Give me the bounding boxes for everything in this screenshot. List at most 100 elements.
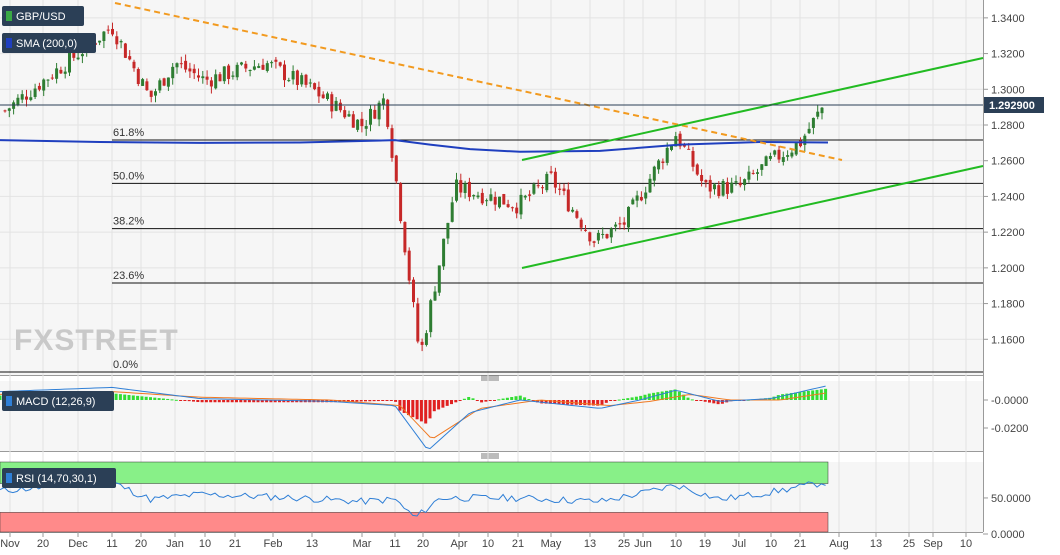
x-tick-label: Jul xyxy=(732,538,746,550)
sma-tag[interactable]: SMA (200,0) xyxy=(2,33,96,53)
macd-histogram-bar xyxy=(781,394,785,400)
candle-body xyxy=(579,219,583,228)
rsi-resize-handle[interactable] xyxy=(481,453,499,459)
x-tick-label: 19 xyxy=(699,538,711,550)
candle-body xyxy=(192,68,196,74)
macd-histogram-bar xyxy=(536,400,539,403)
candle-body xyxy=(734,181,738,183)
macd-histogram-bar xyxy=(144,396,148,400)
candle-body xyxy=(330,94,334,112)
candle-body xyxy=(794,143,798,155)
macd-histogram-bar xyxy=(372,400,376,402)
candle-body xyxy=(622,222,626,225)
candle-body xyxy=(25,96,28,100)
candle-body xyxy=(455,179,458,201)
rsi-y-tick-label: 0.0000 xyxy=(991,529,1025,541)
candle-body xyxy=(756,172,759,174)
macd-histogram-bar xyxy=(518,395,522,400)
candle-body xyxy=(261,64,265,70)
rsi-y-tick-label: 50.0000 xyxy=(991,493,1031,505)
candle-body xyxy=(704,180,708,183)
candle-body xyxy=(657,160,661,170)
macd-histogram-bar xyxy=(437,400,441,410)
candle-body xyxy=(98,40,102,43)
macd-histogram-bar xyxy=(527,399,531,401)
rsi-tag[interactable]: RSI (14,70,30,1) xyxy=(2,468,116,488)
macd-histogram-bar xyxy=(428,400,432,419)
candle-body xyxy=(351,114,355,128)
candle-body xyxy=(803,135,807,145)
candle-body xyxy=(205,76,209,80)
macd-histogram-bar xyxy=(600,400,604,405)
macd-histogram-bar xyxy=(802,391,806,400)
candle-body xyxy=(59,69,63,74)
candle-body xyxy=(781,157,785,162)
candle-body xyxy=(717,185,721,196)
symbol-tag[interactable]: GBP/USD xyxy=(2,6,84,26)
macd-histogram-bar xyxy=(669,390,673,400)
macd-histogram-bar xyxy=(149,397,152,400)
candle-body xyxy=(360,118,364,127)
candle-body xyxy=(652,166,656,181)
macd-histogram-bar xyxy=(824,388,828,400)
macd-histogram-bar xyxy=(703,400,707,402)
fib-level-label: 61.8% xyxy=(113,127,144,139)
candle-body xyxy=(123,43,127,58)
macd-histogram-bar xyxy=(579,400,582,405)
sma-label: SMA (200,0) xyxy=(16,38,77,50)
candle-body xyxy=(510,207,514,209)
macd-histogram-bar xyxy=(441,400,445,408)
rsi-color-swatch xyxy=(6,473,12,483)
candle-body xyxy=(265,63,269,71)
x-tick-label: 11 xyxy=(106,538,117,550)
macd-histogram-bar xyxy=(179,400,183,401)
candle-body xyxy=(644,192,648,199)
macd-histogram-bar xyxy=(230,400,234,403)
candle-body xyxy=(562,188,566,192)
macd-resize-handle[interactable] xyxy=(481,375,499,381)
candle-body xyxy=(459,180,463,193)
candle-body xyxy=(725,182,729,194)
candle-body xyxy=(166,77,170,87)
macd-histogram-bar xyxy=(467,396,471,400)
candle-body xyxy=(799,140,802,147)
candle-body xyxy=(287,80,291,82)
macd-histogram-bar xyxy=(613,400,617,401)
candle-body xyxy=(566,189,570,212)
last-price-value: 1.292900 xyxy=(989,100,1035,112)
rsi-plot xyxy=(0,480,826,517)
candle-body xyxy=(661,161,665,163)
macd-histogram-bar xyxy=(815,389,819,400)
candle-body xyxy=(16,97,20,105)
candle-body xyxy=(738,182,742,186)
y-tick-label: 1.2800 xyxy=(991,120,1025,132)
candle-body xyxy=(274,59,278,62)
candle-body xyxy=(403,222,407,253)
y-tick-label: 1.3000 xyxy=(991,84,1025,96)
candle-body xyxy=(631,199,635,205)
candle-body xyxy=(502,194,506,205)
rsi-line xyxy=(0,480,826,517)
macd-histogram-bar xyxy=(587,400,591,406)
macd-label: MACD (12,26,9) xyxy=(16,396,95,408)
macd-histogram-bar xyxy=(514,396,518,400)
candle-body xyxy=(7,108,11,111)
fib-level-label: 38.2% xyxy=(113,216,144,228)
macd-histogram-bar xyxy=(686,397,690,400)
macd-histogram-bar xyxy=(583,400,587,406)
macd-histogram-bar xyxy=(501,398,505,400)
macd-histogram-bar xyxy=(394,400,398,402)
channel-upper-line xyxy=(521,57,984,161)
macd-histogram-bar xyxy=(484,400,488,402)
fib-level-label: 23.6% xyxy=(113,270,144,282)
macd-tag[interactable]: MACD (12,26,9) xyxy=(2,391,114,411)
candle-body xyxy=(674,136,678,147)
candle-body xyxy=(68,51,71,73)
candle-body xyxy=(141,79,145,86)
candle-body xyxy=(20,94,24,100)
x-tick-label: Jun xyxy=(634,538,652,550)
fib-level-label: 50.0% xyxy=(113,170,144,182)
macd-histogram-bar xyxy=(192,400,195,402)
macd-histogram-bar xyxy=(170,399,174,401)
candle-body xyxy=(614,224,618,227)
